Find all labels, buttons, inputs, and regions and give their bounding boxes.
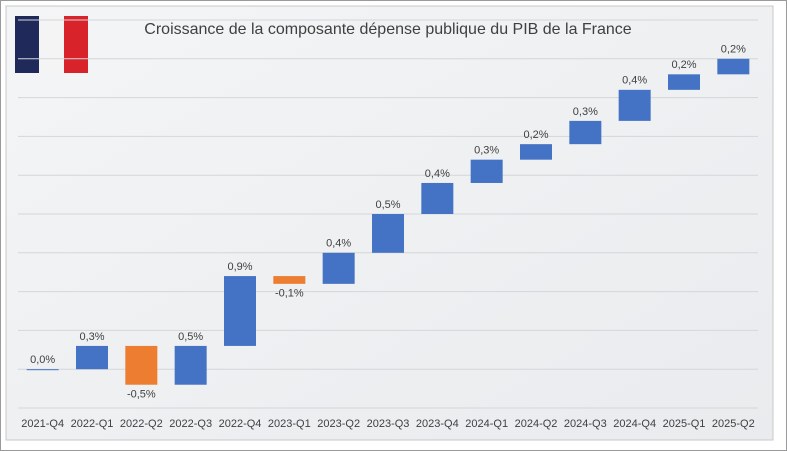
x-tick-label: 2024-Q3: [564, 418, 607, 430]
bar: [470, 159, 503, 183]
data-label: 0,5%: [178, 331, 203, 343]
data-label: 0,4%: [622, 75, 647, 87]
bar: [125, 345, 158, 385]
bar: [520, 144, 552, 160]
data-label: 0,0%: [30, 354, 55, 366]
data-label: 0,3%: [474, 145, 499, 157]
bar: [717, 58, 750, 75]
x-tick-label: 2022-Q3: [169, 418, 212, 430]
x-tick-label: 2023-Q3: [367, 418, 410, 430]
data-label: -0,5%: [127, 389, 156, 401]
bar: [76, 345, 108, 370]
data-label: 0,2%: [523, 129, 548, 141]
data-label: -0,1%: [275, 288, 304, 300]
x-tick-label: 2025-Q2: [712, 418, 755, 430]
bar: [174, 345, 207, 385]
x-tick-label: 2023-Q4: [416, 418, 459, 430]
data-label: 0,4%: [326, 238, 351, 250]
chart-title: Croissance de la composante dépense publ…: [144, 21, 632, 38]
bar: [273, 276, 306, 284]
bar: [569, 120, 602, 145]
x-tick-label: 2023-Q2: [317, 418, 360, 430]
data-label: 0,4%: [425, 168, 450, 180]
x-tick-label: 2024-Q1: [465, 418, 508, 430]
bar: [421, 182, 454, 214]
data-label: 0,3%: [573, 106, 598, 118]
x-tick-label: 2022-Q1: [71, 418, 114, 430]
bar: [26, 369, 59, 371]
bar: [668, 74, 700, 90]
x-tick-label: 2022-Q2: [120, 418, 163, 430]
x-tick-label: 2021-Q4: [21, 418, 64, 430]
x-tick-label: 2022-Q4: [219, 418, 262, 430]
bar: [224, 276, 256, 346]
bar: [372, 214, 404, 253]
data-label: 0,2%: [671, 59, 696, 71]
bar: [618, 89, 651, 121]
bar: [322, 252, 355, 284]
x-tick-label: 2024-Q4: [613, 418, 656, 430]
x-tick-label: 2025-Q1: [663, 418, 706, 430]
x-tick-label: 2024-Q2: [515, 418, 558, 430]
data-label: 0,3%: [79, 331, 104, 343]
x-tick-label: 2023-Q1: [268, 418, 311, 430]
data-label: 0,5%: [375, 199, 400, 211]
flag: [15, 16, 88, 73]
data-label: 0,9%: [227, 261, 252, 273]
data-label: 0,2%: [721, 44, 746, 56]
